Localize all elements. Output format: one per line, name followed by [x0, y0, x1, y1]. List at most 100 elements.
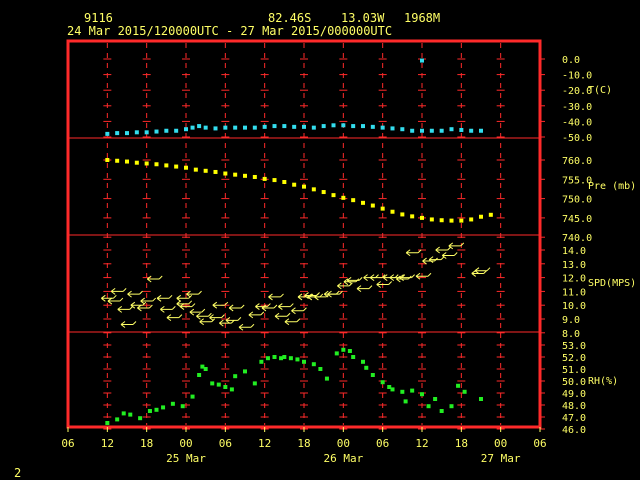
rh-point [115, 417, 120, 422]
rh-point [138, 416, 143, 421]
pressure-point [488, 212, 493, 217]
rh-point [154, 407, 159, 412]
wind-arrow [278, 303, 294, 310]
temp-point [469, 128, 474, 133]
pressure-point [479, 214, 483, 219]
x-tick-label: 00 [494, 437, 507, 450]
pressure-point [164, 163, 169, 168]
wind-arrow [274, 312, 291, 320]
pressure-point [134, 160, 139, 165]
wind-arrow [160, 305, 176, 313]
temp-point [439, 128, 444, 133]
rh-point [210, 381, 215, 386]
wind-arrow [415, 272, 432, 280]
pressure-point [459, 218, 464, 223]
temp-point [184, 127, 188, 132]
temp-point [370, 124, 375, 129]
x-tick-label: 18 [140, 437, 153, 450]
temp-point [449, 127, 454, 132]
y-tick-label: 50.0 [562, 377, 586, 388]
y-tick-label: 47.0 [562, 413, 586, 424]
rh-point [200, 364, 205, 369]
temp-point [252, 125, 257, 130]
temp-point [144, 130, 149, 135]
rh-point [403, 399, 408, 404]
rh-point [361, 359, 365, 364]
temp-point [174, 128, 179, 133]
temp-point [190, 125, 195, 130]
temp-point [233, 125, 238, 130]
wind-arrow [389, 274, 406, 281]
wind-arrow [435, 246, 452, 254]
x-tick-label: 00 [337, 437, 350, 450]
wind-arrow [228, 304, 245, 312]
wind-arrow [314, 293, 330, 301]
pressure-point [105, 158, 110, 162]
rh-point [229, 387, 234, 392]
y-tick-label: 11.0 [562, 287, 586, 298]
pressure-point [380, 206, 385, 211]
rh-point [233, 374, 238, 379]
pressure-point [233, 172, 238, 177]
wind-arrow [255, 303, 271, 310]
wind-arrow [186, 290, 202, 298]
pressure-point [331, 193, 336, 198]
wind-arrow [382, 274, 399, 281]
temp-point [282, 124, 287, 129]
temp-point [331, 123, 336, 128]
rh-point [351, 355, 356, 359]
rh-point [390, 387, 395, 392]
wind-arrow [422, 257, 438, 265]
pressure-point [272, 178, 277, 183]
wind-arrow [176, 294, 193, 302]
rh-point [387, 385, 392, 389]
rh-point [128, 412, 133, 417]
rh-point [334, 351, 339, 356]
pressure-point [213, 169, 218, 174]
wind-arrow [117, 305, 134, 313]
y-tick-label: 750.0 [562, 195, 592, 206]
y-tick-label: 48.0 [562, 401, 586, 412]
rh-point [161, 405, 166, 410]
rh-point [272, 355, 277, 359]
wind-arrow [448, 242, 465, 250]
wind-arrow [291, 307, 307, 315]
pressure-point [410, 214, 415, 219]
temp-point [164, 128, 169, 133]
wind-arrow [176, 300, 193, 308]
wind-arrow [376, 281, 393, 288]
rh-point [324, 376, 329, 381]
temp-point [429, 128, 434, 133]
pressure-point [361, 200, 365, 205]
rh-point [223, 385, 228, 389]
wind-arrow [297, 293, 314, 301]
rh-point [288, 356, 293, 361]
temp-point [213, 126, 218, 131]
pressure-point [154, 162, 159, 167]
wind-arrow [189, 308, 206, 316]
x-tick-label: 06 [61, 437, 74, 450]
wind-arrow [399, 274, 415, 281]
wind-arrow [284, 318, 301, 326]
pressure-point [292, 182, 297, 187]
rh-point [203, 367, 208, 371]
temp-point [262, 124, 267, 129]
wind-arrow [343, 278, 360, 286]
x-tick-label: 06 [376, 437, 389, 450]
pressure-point [262, 176, 267, 181]
pressure-point [469, 217, 474, 222]
rh-point [380, 380, 385, 385]
rh-point [147, 409, 152, 413]
y-tick-label: 740.0 [562, 233, 592, 244]
y-tick-label: -10.0 [562, 71, 592, 82]
wind-arrow [261, 304, 278, 312]
y-tick-label: -50.0 [562, 133, 592, 144]
wind-arrow [101, 294, 117, 302]
rh-point [121, 411, 126, 416]
temp-point [361, 124, 365, 129]
temp-point [380, 125, 385, 130]
pressure-point [223, 171, 228, 176]
rh-point [449, 404, 454, 409]
y-tick-label: 51.0 [562, 365, 586, 376]
rh-point [318, 367, 323, 371]
